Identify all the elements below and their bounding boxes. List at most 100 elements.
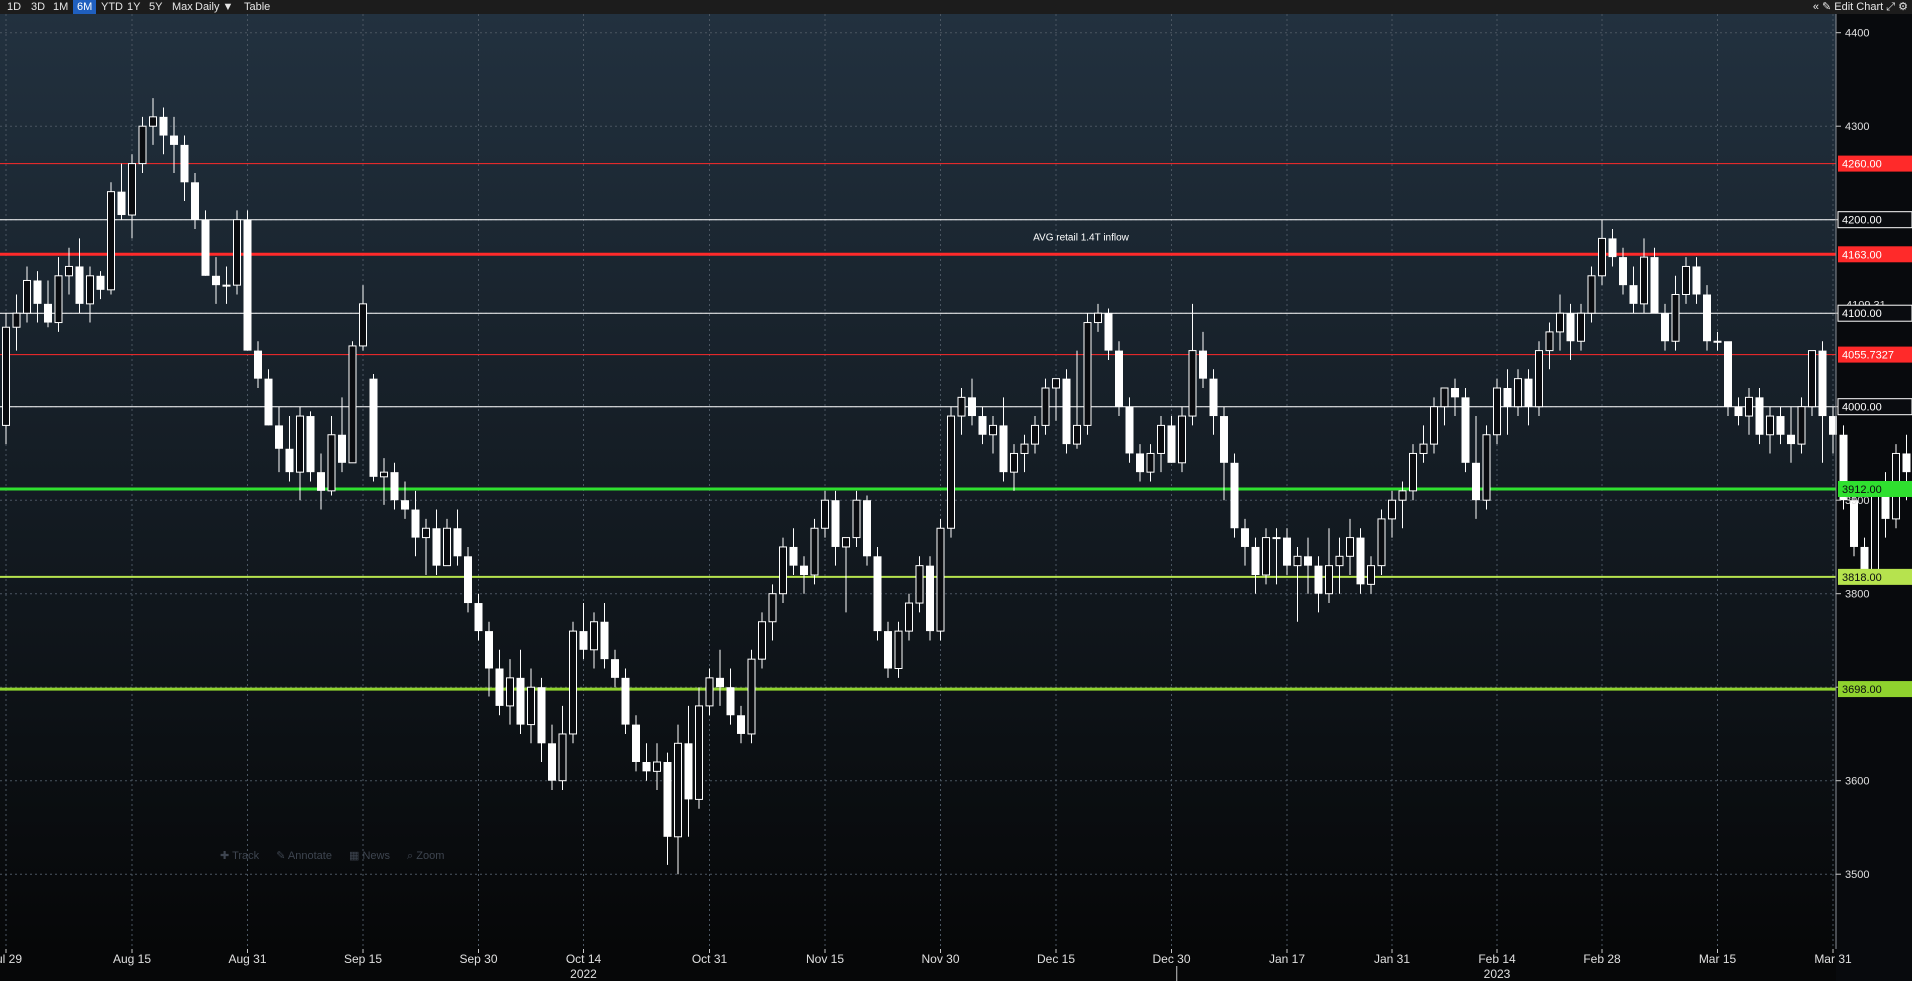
range-ytd[interactable]: YTD	[101, 1, 123, 13]
candle[interactable]	[1314, 556, 1323, 613]
candle[interactable]	[1304, 537, 1312, 594]
candle[interactable]	[600, 603, 609, 669]
range-1y[interactable]: 1Y	[127, 1, 141, 13]
candle[interactable]	[1157, 416, 1165, 473]
candle[interactable]	[726, 668, 735, 725]
candle[interactable]	[1440, 387, 1449, 426]
candle[interactable]	[485, 621, 493, 697]
candle[interactable]	[1650, 247, 1659, 314]
candle[interactable]	[863, 495, 871, 566]
candle[interactable]	[737, 705, 745, 744]
range-3d[interactable]: 3D	[31, 1, 46, 13]
candle[interactable]	[1272, 528, 1281, 585]
candle[interactable]	[968, 378, 976, 426]
candle[interactable]	[810, 518, 819, 585]
candle[interactable]	[1640, 238, 1648, 314]
candle[interactable]	[1797, 397, 1806, 454]
candle[interactable]	[1829, 406, 1837, 454]
annotate-tool[interactable]: ✎ Annotate	[276, 850, 332, 862]
candle[interactable]	[327, 416, 336, 496]
candle[interactable]	[1178, 406, 1186, 473]
range-1m[interactable]: 1M	[53, 1, 69, 13]
candle[interactable]	[1325, 528, 1333, 604]
candle[interactable]	[1461, 388, 1470, 473]
candle[interactable]	[1556, 294, 1564, 351]
candle[interactable]	[852, 490, 861, 547]
candle[interactable]	[1136, 444, 1144, 482]
candle[interactable]	[506, 659, 514, 725]
candle[interactable]	[1482, 425, 1491, 510]
candle[interactable]	[1199, 331, 1207, 388]
candle[interactable]	[569, 621, 577, 744]
candle[interactable]	[170, 116, 178, 173]
candle[interactable]	[1409, 444, 1417, 501]
candle[interactable]	[747, 649, 756, 744]
candle[interactable]	[873, 546, 882, 641]
candle[interactable]	[495, 649, 504, 716]
candle[interactable]	[768, 584, 777, 641]
zoom-tool[interactable]: ⌕ Zoom	[407, 850, 445, 862]
candle[interactable]	[1010, 444, 1018, 491]
candle[interactable]	[1503, 369, 1512, 435]
candle[interactable]	[1587, 266, 1596, 323]
candle[interactable]	[1745, 388, 1753, 435]
candle[interactable]	[1398, 481, 1407, 529]
candle[interactable]	[443, 518, 451, 567]
candle[interactable]	[1188, 303, 1197, 426]
candle[interactable]	[716, 649, 724, 706]
candle[interactable]	[411, 490, 420, 557]
candle[interactable]	[1787, 406, 1795, 463]
candle[interactable]	[75, 238, 84, 314]
candle[interactable]	[474, 593, 483, 641]
candle[interactable]	[695, 687, 703, 809]
candle[interactable]	[96, 271, 105, 300]
candle[interactable]	[1262, 528, 1270, 585]
candlestick-chart[interactable]: 3500360038003900430044004109.314260.0042…	[0, 14, 1912, 981]
candle[interactable]	[1692, 257, 1701, 304]
candle[interactable]	[254, 341, 262, 388]
candle[interactable]	[537, 677, 546, 762]
candle[interactable]	[453, 509, 462, 566]
candle[interactable]	[464, 546, 472, 613]
candle[interactable]	[758, 612, 766, 669]
candle[interactable]	[401, 481, 409, 519]
candle[interactable]	[590, 612, 598, 669]
candle[interactable]	[1776, 406, 1785, 445]
candle[interactable]	[1104, 308, 1113, 360]
candle[interactable]	[558, 705, 567, 791]
candle[interactable]	[905, 593, 913, 641]
candle[interactable]	[212, 257, 220, 304]
candle[interactable]	[296, 406, 304, 501]
candle[interactable]	[338, 397, 346, 473]
candle[interactable]	[243, 210, 252, 351]
candle[interactable]	[779, 537, 787, 604]
candle[interactable]	[642, 743, 651, 781]
candle[interactable]	[1493, 378, 1501, 445]
candle[interactable]	[1283, 528, 1291, 575]
candle[interactable]	[579, 603, 588, 660]
candle[interactable]	[1472, 416, 1480, 519]
candle[interactable]	[947, 406, 955, 538]
edit-chart-button[interactable]: ✎ Edit Chart	[1822, 1, 1884, 13]
candle[interactable]	[516, 649, 525, 734]
candle[interactable]	[1524, 369, 1533, 426]
candle[interactable]	[317, 453, 325, 510]
frequency-dropdown[interactable]: Daily ▼	[195, 1, 234, 13]
gear-icon[interactable]: ⚙	[1898, 1, 1908, 13]
candle[interactable]	[1020, 434, 1029, 473]
candle[interactable]	[1251, 537, 1260, 594]
candle[interactable]	[527, 668, 535, 744]
candle[interactable]	[1598, 219, 1606, 286]
candle[interactable]	[1734, 397, 1743, 426]
candle[interactable]	[894, 621, 903, 678]
candle[interactable]	[1682, 257, 1690, 304]
collapse-icon[interactable]: «	[1812, 1, 1819, 13]
range-5y[interactable]: 5Y	[149, 1, 163, 13]
candle[interactable]	[422, 518, 430, 575]
candle[interactable]	[285, 416, 294, 482]
candle[interactable]	[275, 406, 283, 473]
candle[interactable]	[1125, 397, 1134, 463]
candle[interactable]	[348, 341, 357, 464]
candle[interactable]	[1073, 350, 1081, 449]
candle[interactable]	[201, 210, 210, 276]
